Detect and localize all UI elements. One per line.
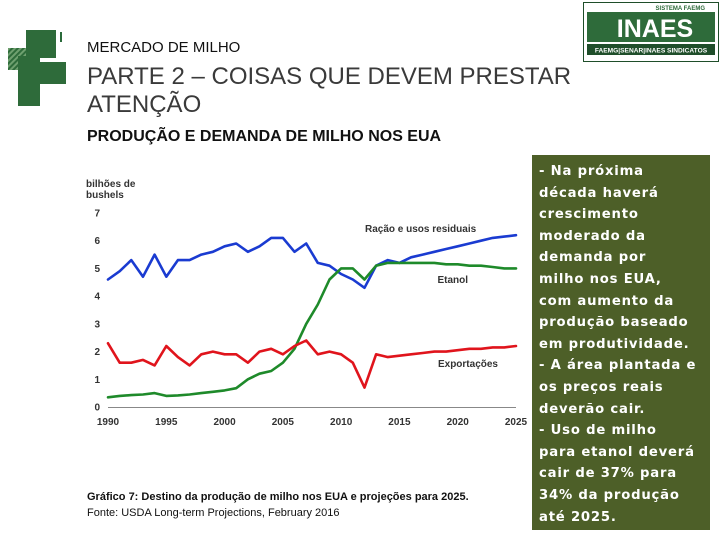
note-line: com aumento da — [539, 293, 675, 309]
inaes-logo-bottom: FAEMG|SENAR|INAES SINDICATOS — [595, 48, 708, 55]
title-divider — [60, 32, 62, 42]
y-tick-label: 6 — [94, 236, 100, 247]
y-axis-label: bushels — [86, 190, 124, 201]
note-line: deverão cair. — [539, 401, 646, 417]
x-tick-label: 2010 — [330, 417, 353, 428]
y-tick-label: 4 — [94, 292, 100, 303]
note-line: - Uso de milho — [539, 423, 657, 439]
series-line-exportacoes — [106, 339, 518, 389]
y-tick-label: 3 — [94, 319, 100, 330]
chart-heading: PRODUÇÃO E DEMANDA DE MILHO NOS EUA — [87, 128, 442, 145]
series-line-racao — [106, 233, 518, 290]
series-label-etanol: Etanol — [437, 275, 468, 286]
x-tick-label: 2025 — [505, 417, 528, 428]
notes-box: - Na próxima década haverá crescimento mode… — [532, 155, 710, 530]
x-tick-label: 1990 — [97, 417, 120, 428]
x-tick-label: 1995 — [155, 417, 178, 428]
inaes-logo: SISTEMA FAEMG INAES FAEMG|SENAR|INAES SI… — [583, 2, 719, 62]
note-line: década haverá — [539, 185, 659, 201]
x-tick-label: 2020 — [447, 417, 470, 428]
inaes-logo-main: INAES — [617, 15, 693, 43]
note-line: para etanol deverá — [539, 444, 695, 460]
inaes-logo-top: SISTEMA FAEMG — [656, 6, 706, 12]
note-line: cair de 37% para — [539, 466, 678, 482]
notes-text: - Na próxima década haverá crescimento mode… — [532, 155, 710, 528]
y-tick-label: 1 — [94, 375, 100, 386]
series-label-racao: Ração e usos residuais — [365, 224, 477, 235]
note-line: os preços reais — [539, 379, 664, 395]
y-axis-label: bilhões de — [86, 179, 136, 190]
faemg-logo-mark — [8, 30, 66, 106]
y-tick-label: 5 — [94, 264, 100, 275]
chart-source: Fonte: USDA Long-term Projections, Febru… — [87, 507, 340, 519]
series-label-exportacoes: Exportações — [438, 359, 498, 370]
note-line: em produtividade. — [539, 336, 690, 352]
note-line: - A área plantada e — [539, 358, 697, 374]
slide-title: PARTE 2 – COISAS QUE DEVEM PRESTAR ATENÇ… — [87, 63, 572, 118]
section-subtitle: MERCADO DE MILHO — [87, 39, 241, 56]
note-line: moderado da — [539, 228, 646, 244]
note-line: produção baseado — [539, 315, 689, 331]
note-line: 34% da produção — [539, 487, 680, 503]
note-line: demanda por — [539, 250, 647, 266]
series-line-etanol — [106, 261, 518, 399]
note-line: milho nos EUA, — [539, 271, 662, 287]
y-tick-label: 7 — [94, 209, 100, 220]
x-tick-label: 2015 — [388, 417, 411, 428]
x-tick-label: 2005 — [272, 417, 295, 428]
chart-caption: Gráfico 7: Destino da produção de milho … — [87, 491, 469, 503]
note-line: - Na próxima — [539, 164, 644, 179]
y-tick-label: 0 — [94, 403, 100, 414]
y-tick-label: 2 — [94, 347, 100, 358]
note-line: crescimento — [539, 207, 639, 223]
x-tick-label: 2000 — [213, 417, 236, 428]
note-line: até 2025. — [539, 509, 617, 525]
